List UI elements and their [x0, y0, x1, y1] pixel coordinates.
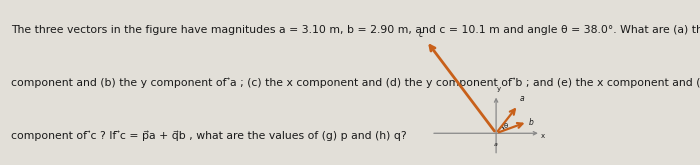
Text: a: a [520, 94, 524, 103]
Text: component of ⃗c ? If ⃗c = p⃗a + q⃗b , what are the values of (g) p and (h) q?: component of ⃗c ? If ⃗c = p⃗a + q⃗b , wh… [11, 130, 407, 141]
Text: θ: θ [504, 123, 508, 129]
Text: The three vectors in the figure have magnitudes a = 3.10 m, b = 2.90 m, and c = : The three vectors in the figure have mag… [11, 25, 700, 35]
Text: component and (b) the y component of ⃗a ; (c) the x component and (d) the y comp: component and (b) the y component of ⃗a … [11, 77, 700, 88]
Text: x: x [540, 133, 545, 139]
Text: b: b [529, 118, 534, 127]
Text: a: a [494, 142, 498, 147]
Text: y: y [497, 86, 501, 92]
Text: c: c [419, 30, 424, 39]
